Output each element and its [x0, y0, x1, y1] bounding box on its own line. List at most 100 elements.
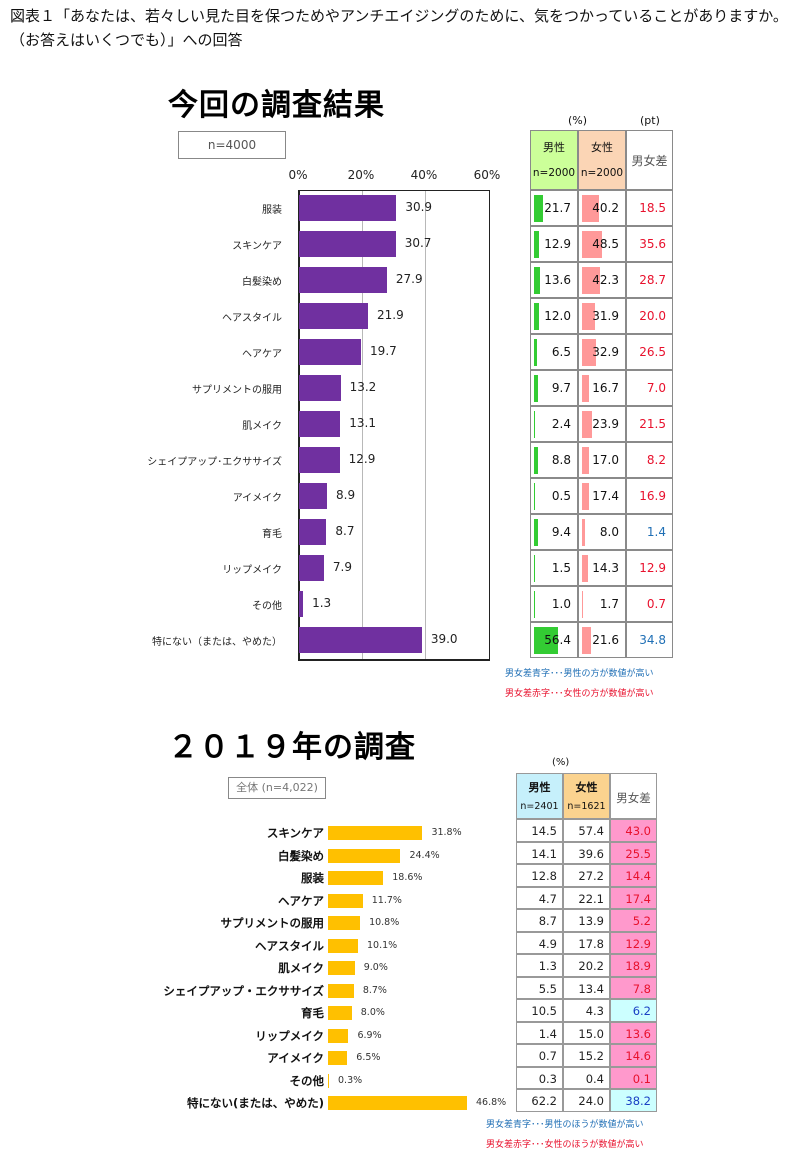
table-cell: 26.5 [626, 334, 673, 370]
category-label: その他 [289, 1073, 325, 1088]
category-label: 特にない（または、やめた） [152, 637, 282, 648]
female-value: 14.3 [592, 561, 619, 575]
table-cell: 14.4 [610, 864, 657, 887]
table-cell: 4.7 [516, 886, 563, 909]
legend-blue-note: 男女差青字･･･男性の方が数値が高い [505, 669, 654, 679]
female-value: 16.7 [592, 381, 619, 395]
male-mini-bar [534, 303, 540, 330]
bar [328, 961, 355, 975]
table-cell: 8.2 [626, 442, 673, 478]
bar-value-label: 8.7% [362, 984, 387, 996]
male-value: 1.0 [551, 597, 571, 611]
female-value: 22.1 [578, 891, 604, 906]
diff-value: 1.4 [646, 525, 666, 539]
male-value: 62.2 [531, 1094, 557, 1108]
female-value: 20.2 [578, 959, 604, 973]
male-mini-bar [534, 519, 538, 546]
bar [299, 519, 327, 545]
diff-value: 38.2 [625, 1094, 651, 1108]
diff-value: 6.2 [632, 1004, 651, 1018]
male-value: 0.7 [538, 1049, 557, 1063]
female-value: 15.2 [578, 1049, 604, 1063]
table-cell: 23.9 [578, 406, 626, 442]
bar [328, 938, 358, 953]
bar [299, 555, 324, 581]
category-label: 白髪染め [242, 277, 282, 288]
sample-size-box-current: n=4000 [178, 131, 286, 159]
female-mini-bar [582, 375, 589, 402]
male-value: 2.4 [551, 417, 571, 431]
male-value: 0.5 [551, 489, 571, 503]
bar-value-label: 39.0 [430, 632, 458, 646]
bar [328, 1006, 352, 1020]
male-mini-bar [534, 483, 535, 510]
female-value: 39.6 [578, 846, 604, 861]
category-label: 特にない(または、やめた) [186, 1096, 324, 1110]
table-cell: 6.2 [610, 999, 657, 1022]
category-label: リップメイク [222, 565, 282, 576]
female-value: 17.4 [592, 489, 619, 503]
table-cell: 12.9 [530, 226, 578, 262]
category-label: リップメイク [255, 1028, 324, 1043]
table-cell: 38.2 [610, 1089, 657, 1112]
bar [299, 303, 368, 329]
female-value: 13.4 [578, 981, 604, 996]
female-value: 17.0 [592, 453, 619, 467]
table-header-cell: 男性 n=2401 [516, 773, 563, 819]
table-cell: 56.4 [530, 622, 578, 658]
table-cell: 39.6 [563, 841, 610, 864]
table-cell: 0.7 [626, 586, 673, 622]
table-cell: 18.9 [610, 954, 657, 977]
bar [299, 483, 328, 509]
male-value: 8.8 [551, 453, 571, 467]
table-cell: 8.8 [530, 442, 578, 478]
bar-value-label: 6.9% [357, 1029, 382, 1041]
table-cell: 2.4 [530, 406, 578, 442]
bar [328, 916, 361, 930]
bar-value-label: 30.9 [405, 200, 433, 214]
table-cell: 12.8 [516, 864, 563, 887]
diff-value: 16.9 [639, 489, 666, 503]
bar-value-label: 27.9 [395, 272, 423, 286]
table-cell: 4.9 [516, 931, 563, 954]
bar-value-label: 46.8% [476, 1097, 507, 1108]
table-cell: 21.7 [530, 190, 578, 226]
diff-value: 17.4 [625, 891, 651, 906]
diff-value: 34.8 [639, 633, 666, 647]
category-label: 肌メイク [278, 961, 324, 975]
legend-blue-note-2019: 男女差青字･･･男性のほうが数値が高い [486, 1120, 644, 1130]
bar [299, 411, 341, 437]
bar [328, 1028, 349, 1043]
male-mini-bar [534, 555, 535, 582]
diff-value: 43.0 [625, 824, 651, 838]
category-label: 育毛 [301, 1006, 324, 1020]
female-mini-bar [582, 411, 593, 438]
table-header-cell: 男女差 [610, 773, 657, 819]
header-n: n=2000 [580, 167, 624, 179]
category-label: ヘアケア [242, 349, 282, 360]
male-value: 1.3 [538, 959, 557, 973]
table-cell: 14.3 [578, 550, 626, 586]
female-value: 57.4 [578, 824, 604, 838]
male-value: 13.6 [544, 273, 571, 287]
table-cell: 16.9 [626, 478, 673, 514]
category-label: ヘアスタイル [255, 938, 324, 953]
diff-value: 26.5 [639, 345, 666, 359]
female-value: 13.9 [578, 914, 604, 928]
female-mini-bar [582, 303, 596, 330]
table-cell: 16.7 [578, 370, 626, 406]
female-mini-bar [582, 267, 600, 294]
male-value: 12.9 [544, 237, 571, 251]
bar-value-label: 1.3 [312, 596, 332, 610]
bar-value-label: 11.7% [371, 894, 402, 906]
table-cell: 15.0 [563, 1021, 610, 1044]
category-label: アイメイク [232, 493, 282, 504]
category-label: サプリメントの服用 [192, 385, 282, 396]
table-cell: 17.4 [610, 886, 657, 909]
table-cell: 43.0 [610, 819, 657, 842]
female-mini-bar [582, 627, 592, 654]
bar-value-label: 8.9 [336, 488, 356, 502]
bar-value-label: 0.3% [338, 1074, 363, 1086]
table-cell: 14.6 [610, 1044, 657, 1067]
table-cell: 0.3 [516, 1066, 563, 1089]
